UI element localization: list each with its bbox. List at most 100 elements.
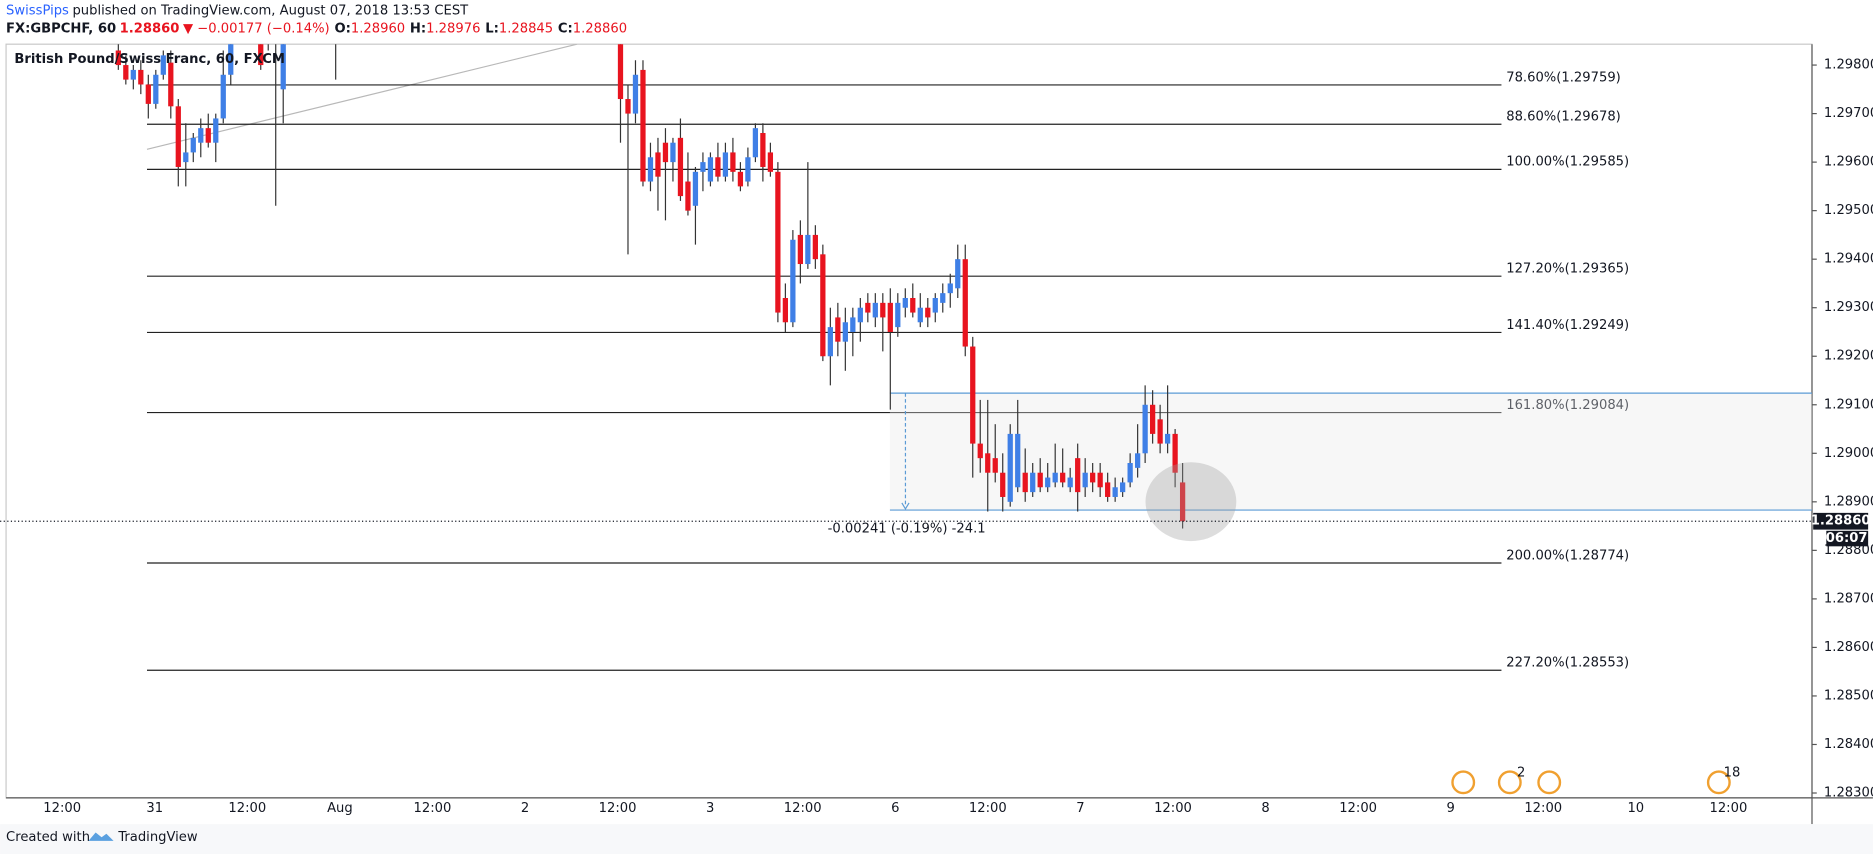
candle-body (1164, 433, 1171, 444)
y-tick-label: 1.29200 (1824, 349, 1873, 364)
y-tick-label: 1.28300 (1824, 786, 1873, 801)
candle-body (1120, 482, 1126, 493)
candle-body (1045, 477, 1051, 488)
x-tick-label: 12:00 (1339, 801, 1377, 816)
candle-body (730, 152, 736, 172)
countdown: 06:07 (1826, 531, 1868, 546)
x-tick-label: 6 (891, 801, 899, 816)
candle-body (1142, 404, 1148, 454)
candle-body (1157, 419, 1163, 444)
candle-body (872, 302, 878, 318)
footer-created: Created with (6, 830, 90, 845)
event-icon[interactable] (1451, 770, 1476, 795)
candle-body (752, 128, 759, 158)
candle-body (1150, 404, 1156, 434)
y-tick-label: 1.29400 (1824, 252, 1873, 267)
candle-body (797, 234, 803, 265)
x-tick-label: 12:00 (1154, 801, 1192, 816)
header-line-1: SwissPips published on TradingView.com, A… (6, 3, 469, 18)
candle-body (647, 157, 654, 182)
measure-label: -0.00241 (-0.19%) -24.1 (828, 522, 986, 537)
close-value: 1.28860 (573, 21, 627, 36)
candle-body (827, 327, 833, 357)
candle-body (1000, 472, 1006, 497)
candle-body (130, 69, 136, 80)
candle-body (280, 44, 286, 90)
candle-body (198, 128, 204, 143)
y-tick-label: 1.28900 (1824, 494, 1873, 509)
candle-body (153, 74, 159, 104)
low-key: L: (485, 21, 499, 36)
event-badges: 2 18 (1451, 765, 1741, 795)
event-icon[interactable] (1537, 770, 1562, 795)
candle-body (820, 254, 826, 357)
x-tick-label: 9 (1447, 801, 1455, 816)
measure-arrow-head (901, 502, 910, 511)
candle-body (1052, 472, 1058, 483)
candle-body (790, 239, 796, 323)
x-tick-label: 12:00 (969, 801, 1007, 816)
y-tick-label: 1.29800 (1824, 58, 1873, 73)
candle-body (617, 44, 624, 100)
y-tick-label: 1.28400 (1824, 737, 1873, 752)
candle-body (1067, 477, 1073, 488)
candle-body (1075, 458, 1081, 493)
y-tick-label: 1.29300 (1824, 300, 1873, 315)
candle-body (955, 259, 961, 289)
candle-body (138, 69, 144, 85)
candle-body (1172, 433, 1178, 473)
fib-level-label: 100.00%(1.29585) (1506, 155, 1629, 170)
candle-body (677, 137, 684, 197)
footer-brand[interactable]: TradingView (117, 830, 198, 845)
fib-level-label: 141.40%(1.29249) (1506, 318, 1629, 333)
candle-body (1022, 472, 1028, 493)
x-tick-label: 12:00 (784, 801, 822, 816)
last-price-label: 1.28860 (1811, 514, 1871, 529)
last-price-tag (1813, 512, 1869, 530)
open-value: 1.28960 (351, 21, 405, 36)
candle-body (685, 181, 691, 211)
candle-body (1097, 472, 1103, 488)
candle-body (1037, 472, 1043, 488)
change: ▼ −0.00177 (−0.14%) (183, 21, 330, 36)
brand-logo (88, 832, 114, 841)
candle-body (940, 293, 946, 303)
high-key: H: (410, 21, 426, 36)
candle-body (985, 453, 991, 473)
event-icon[interactable] (1706, 770, 1731, 795)
author[interactable]: SwissPips (6, 3, 69, 18)
candle-body (1082, 472, 1088, 488)
measure-box (889, 393, 1812, 511)
event-icon[interactable] (1497, 770, 1522, 795)
candle-body (887, 302, 893, 332)
candle-body (1127, 463, 1133, 483)
x-tick-label: 12:00 (43, 801, 81, 816)
candle-body (625, 99, 631, 114)
candle-body (842, 322, 848, 342)
candle-body (115, 50, 121, 66)
candle-body (640, 69, 646, 182)
candle-body (258, 44, 264, 66)
candle-body (715, 157, 721, 177)
candle-body (160, 55, 166, 75)
candle-body (947, 283, 953, 294)
event-count: 18 (1724, 765, 1741, 780)
candle-body (880, 302, 886, 318)
x-tick-label: 12:00 (414, 801, 452, 816)
candle-body (213, 118, 219, 143)
y-tick-label: 1.29700 (1824, 106, 1873, 121)
candle-body (925, 307, 931, 318)
candle-body (1135, 453, 1141, 468)
price: 1.28860 (120, 21, 180, 36)
candle-body (692, 171, 699, 206)
candle-body (962, 259, 968, 347)
event-count: 2 (1517, 765, 1525, 780)
candle-body (850, 317, 856, 332)
candle-body (707, 157, 714, 182)
y-tick-label: 1.28800 (1824, 543, 1873, 558)
highlight-ellipse (1145, 462, 1237, 542)
candle-body (812, 234, 818, 260)
candle-body (1090, 472, 1096, 483)
x-tick-label: 12:00 (599, 801, 637, 816)
